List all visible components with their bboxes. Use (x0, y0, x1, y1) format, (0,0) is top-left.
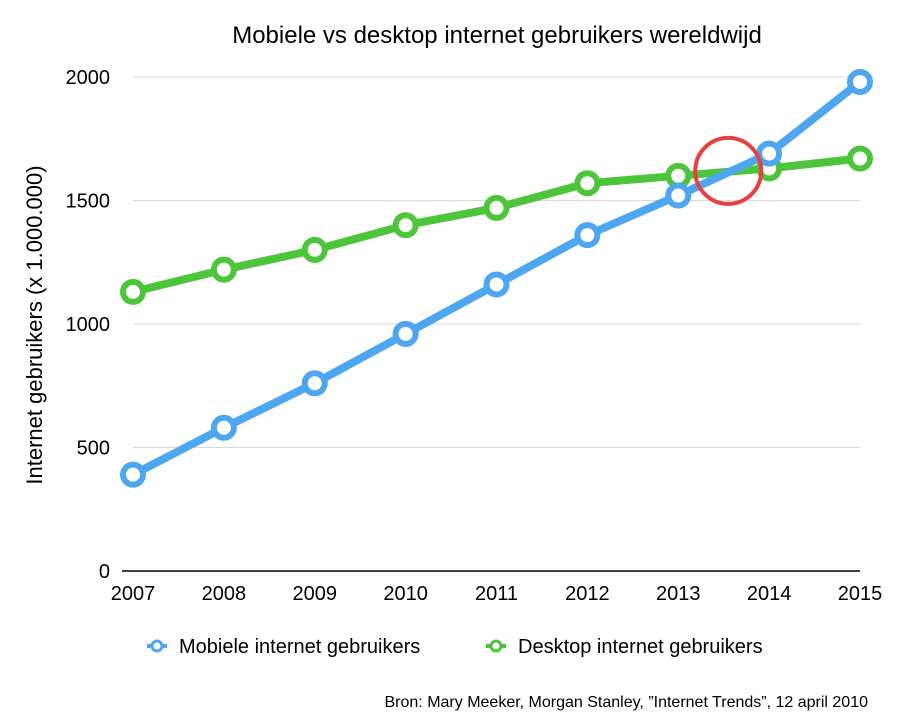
y-tick-label: 500 (77, 438, 110, 460)
x-tick-label: 2014 (747, 583, 792, 605)
source-note: Bron: Mary Meeker, Morgan Stanley, ”Inte… (385, 694, 869, 711)
data-point (847, 68, 873, 95)
data-point (665, 182, 692, 209)
legend-label: Mobiele internet gebruikers (179, 636, 420, 658)
y-tick-label: 1000 (66, 314, 111, 336)
crossover-highlight-circle (693, 135, 764, 206)
legend-item: Desktop internet gebruikers (486, 636, 763, 658)
data-point (120, 278, 146, 305)
x-tick-label: 2010 (383, 583, 428, 605)
data-point (392, 320, 419, 347)
data-point (120, 461, 146, 488)
data-point (392, 212, 419, 239)
annotation-layer (693, 135, 764, 206)
data-point (301, 236, 328, 263)
series-layer (120, 68, 873, 488)
y-axis-label: Internet gebruikers (x 1.000.000) (22, 165, 47, 484)
x-tick-label: 2011 (475, 583, 518, 605)
legend-item: Mobiele internet gebruikers (147, 636, 420, 658)
data-point (574, 222, 601, 249)
y-tick-label: 1500 (66, 191, 111, 213)
data-point (210, 256, 237, 283)
series-desktop (120, 145, 873, 305)
data-point (574, 170, 601, 197)
data-point (847, 145, 873, 172)
legend-label: Desktop internet gebruikers (518, 636, 763, 658)
data-point (301, 370, 328, 397)
data-point (483, 271, 510, 298)
x-tick-label: 2007 (111, 583, 156, 605)
data-point (756, 140, 783, 167)
x-tick-label: 2008 (202, 583, 247, 605)
x-tick-label: 2012 (565, 583, 610, 605)
x-tick-label: 2015 (838, 583, 883, 605)
y-tick-label: 2000 (66, 67, 111, 89)
legend: Mobiele internet gebruikers Desktop inter… (147, 636, 763, 658)
data-point (210, 414, 237, 441)
data-point (483, 194, 510, 221)
y-tick-label: 0 (99, 561, 110, 583)
chart-title: Mobiele vs desktop internet gebruikers w… (232, 22, 762, 49)
x-tick-label: 2013 (656, 583, 701, 605)
legend-marker (489, 639, 503, 653)
series-mobile (120, 68, 873, 488)
x-tick-label: 2009 (293, 583, 338, 605)
axes: 0 500 1000 1500 2000 2007 2008 2009 2010 2011 2012… (66, 67, 883, 605)
legend-marker (150, 639, 164, 653)
